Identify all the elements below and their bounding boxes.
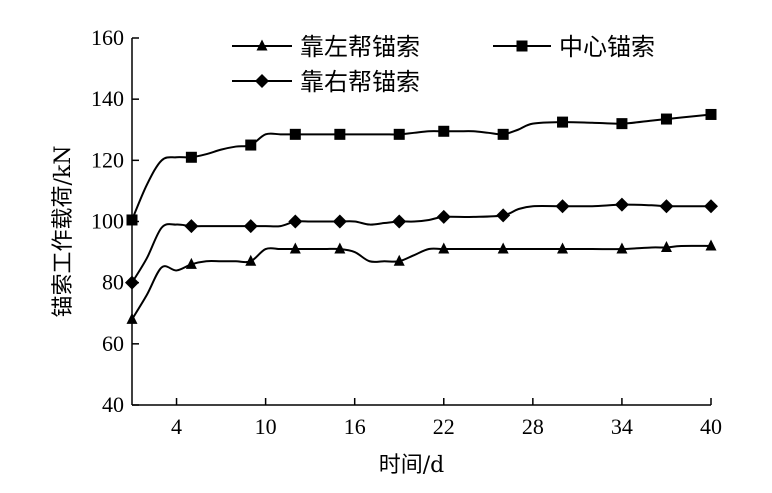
y-tick-label: 100 bbox=[91, 209, 124, 234]
data-point-triangle bbox=[185, 257, 197, 269]
series-line bbox=[131, 244, 712, 320]
x-tick-label: 40 bbox=[700, 414, 722, 439]
x-tick-label: 22 bbox=[433, 414, 455, 439]
data-point-triangle bbox=[705, 239, 717, 251]
data-point-diamond bbox=[436, 209, 451, 224]
x-tick-label: 34 bbox=[611, 414, 633, 439]
x-tick-label: 4 bbox=[171, 414, 182, 439]
legend-item: 中心锚索 bbox=[493, 33, 655, 61]
y-tick-label: 40 bbox=[102, 392, 124, 417]
data-point-triangle bbox=[557, 242, 569, 254]
series-line bbox=[131, 203, 711, 284]
data-point-square bbox=[557, 116, 569, 128]
data-point-diamond bbox=[392, 214, 407, 229]
legend-item: 靠右帮锚索 bbox=[232, 68, 420, 96]
legend-item: 靠左帮锚索 bbox=[232, 33, 420, 61]
data-point-triangle bbox=[438, 242, 450, 254]
data-point-square bbox=[705, 108, 717, 120]
series-triangle bbox=[126, 239, 717, 324]
data-point-triangle bbox=[334, 242, 346, 254]
y-tick-label: 140 bbox=[91, 86, 124, 111]
data-point-diamond bbox=[496, 208, 511, 223]
data-point-diamond bbox=[332, 214, 347, 229]
data-point-triangle bbox=[245, 254, 257, 266]
series-group bbox=[125, 108, 718, 324]
data-point-diamond bbox=[555, 199, 570, 214]
y-axis-title: 锚索工作载荷/kN bbox=[51, 146, 76, 318]
data-point-square bbox=[660, 113, 672, 125]
legend-marker-diamond bbox=[255, 74, 269, 88]
data-point-triangle bbox=[289, 242, 301, 254]
x-tick-label: 28 bbox=[522, 414, 544, 439]
legend-label: 中心锚索 bbox=[559, 33, 655, 61]
y-tick-label: 60 bbox=[102, 331, 124, 356]
data-point-square bbox=[334, 128, 346, 140]
legend-label: 靠左帮锚索 bbox=[300, 33, 420, 61]
data-point-square bbox=[497, 128, 509, 140]
data-point-diamond bbox=[659, 199, 674, 214]
x-axis-title: 时间/d bbox=[379, 453, 445, 478]
data-point-triangle bbox=[660, 240, 672, 252]
y-tick-label: 160 bbox=[91, 25, 124, 50]
data-point-diamond bbox=[243, 219, 258, 234]
legend-marker-square bbox=[516, 40, 528, 52]
data-point-diamond bbox=[704, 199, 718, 214]
data-point-diamond bbox=[125, 275, 139, 290]
data-point-triangle bbox=[616, 242, 628, 254]
x-ticks: 4 10 16 22 28 34 40 bbox=[171, 398, 722, 439]
data-point-diamond bbox=[614, 197, 629, 212]
data-point-diamond bbox=[184, 219, 199, 234]
series-line bbox=[131, 113, 712, 221]
data-point-triangle bbox=[126, 312, 138, 324]
data-point-triangle bbox=[393, 254, 405, 266]
x-tick-label: 16 bbox=[344, 414, 366, 439]
legend-label: 靠右帮锚索 bbox=[300, 68, 420, 96]
legend-marker-triangle bbox=[256, 39, 268, 51]
series-square bbox=[126, 108, 717, 226]
y-tick-label: 120 bbox=[91, 147, 124, 172]
data-point-square bbox=[616, 118, 628, 130]
data-point-triangle bbox=[497, 242, 509, 254]
data-point-square bbox=[245, 139, 257, 151]
y-ticks: 40 60 80 100 120 140 160 bbox=[91, 25, 139, 417]
x-tick-label: 10 bbox=[255, 414, 277, 439]
series-diamond bbox=[125, 197, 718, 290]
data-point-square bbox=[438, 125, 450, 137]
data-point-square bbox=[393, 128, 405, 140]
data-point-square bbox=[289, 128, 301, 140]
data-point-square bbox=[185, 151, 197, 163]
y-tick-label: 80 bbox=[102, 270, 124, 295]
data-point-diamond bbox=[288, 214, 303, 229]
data-point-square bbox=[126, 214, 138, 226]
